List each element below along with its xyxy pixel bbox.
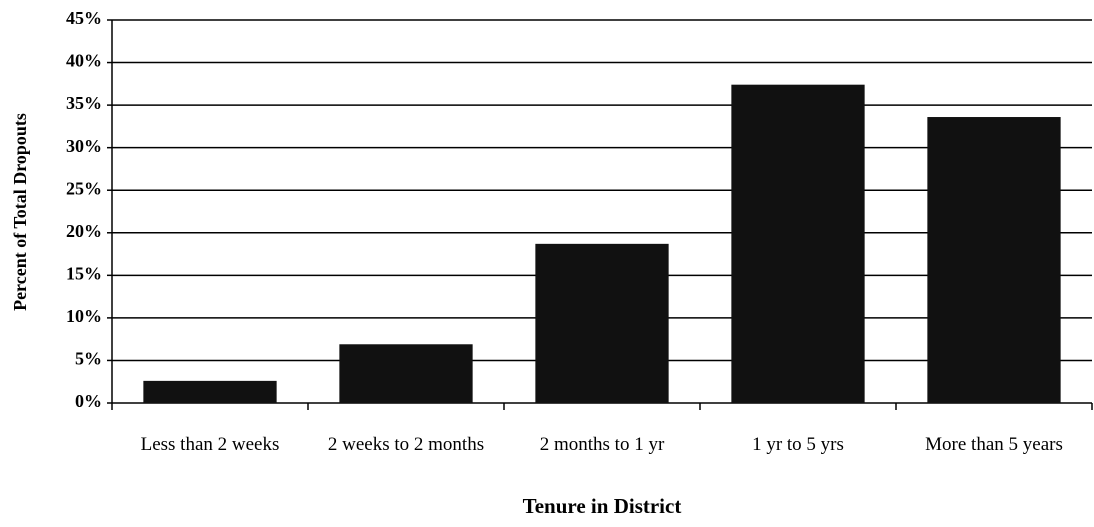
- x-tick-label: More than 5 years: [925, 434, 1063, 455]
- y-tick-label: 0%: [75, 391, 102, 411]
- bar: [143, 380, 277, 403]
- y-tick-label: 10%: [66, 306, 102, 326]
- bar: [535, 243, 669, 403]
- y-axis-title: Percent of Total Dropouts: [10, 113, 30, 311]
- bar: [927, 117, 1061, 403]
- y-tick-label: 45%: [66, 8, 102, 28]
- x-tick-label: Less than 2 weeks: [140, 434, 280, 455]
- x-axis-title: Tenure in District: [523, 494, 682, 518]
- bar: [339, 344, 473, 403]
- y-tick-label: 40%: [66, 51, 102, 71]
- y-tick-label: 20%: [66, 221, 102, 241]
- y-tick-label: 5%: [75, 349, 102, 369]
- y-tick-label: 15%: [66, 263, 102, 283]
- y-tick-label: 25%: [66, 178, 102, 198]
- y-tick-label: 35%: [66, 93, 102, 113]
- y-tick-label: 30%: [66, 136, 102, 156]
- bar: [731, 84, 865, 403]
- x-tick-label: 2 months to 1 yr: [539, 434, 665, 455]
- x-tick-label: 2 weeks to 2 months: [327, 434, 485, 455]
- x-tick-label: 1 yr to 5 yrs: [752, 434, 844, 455]
